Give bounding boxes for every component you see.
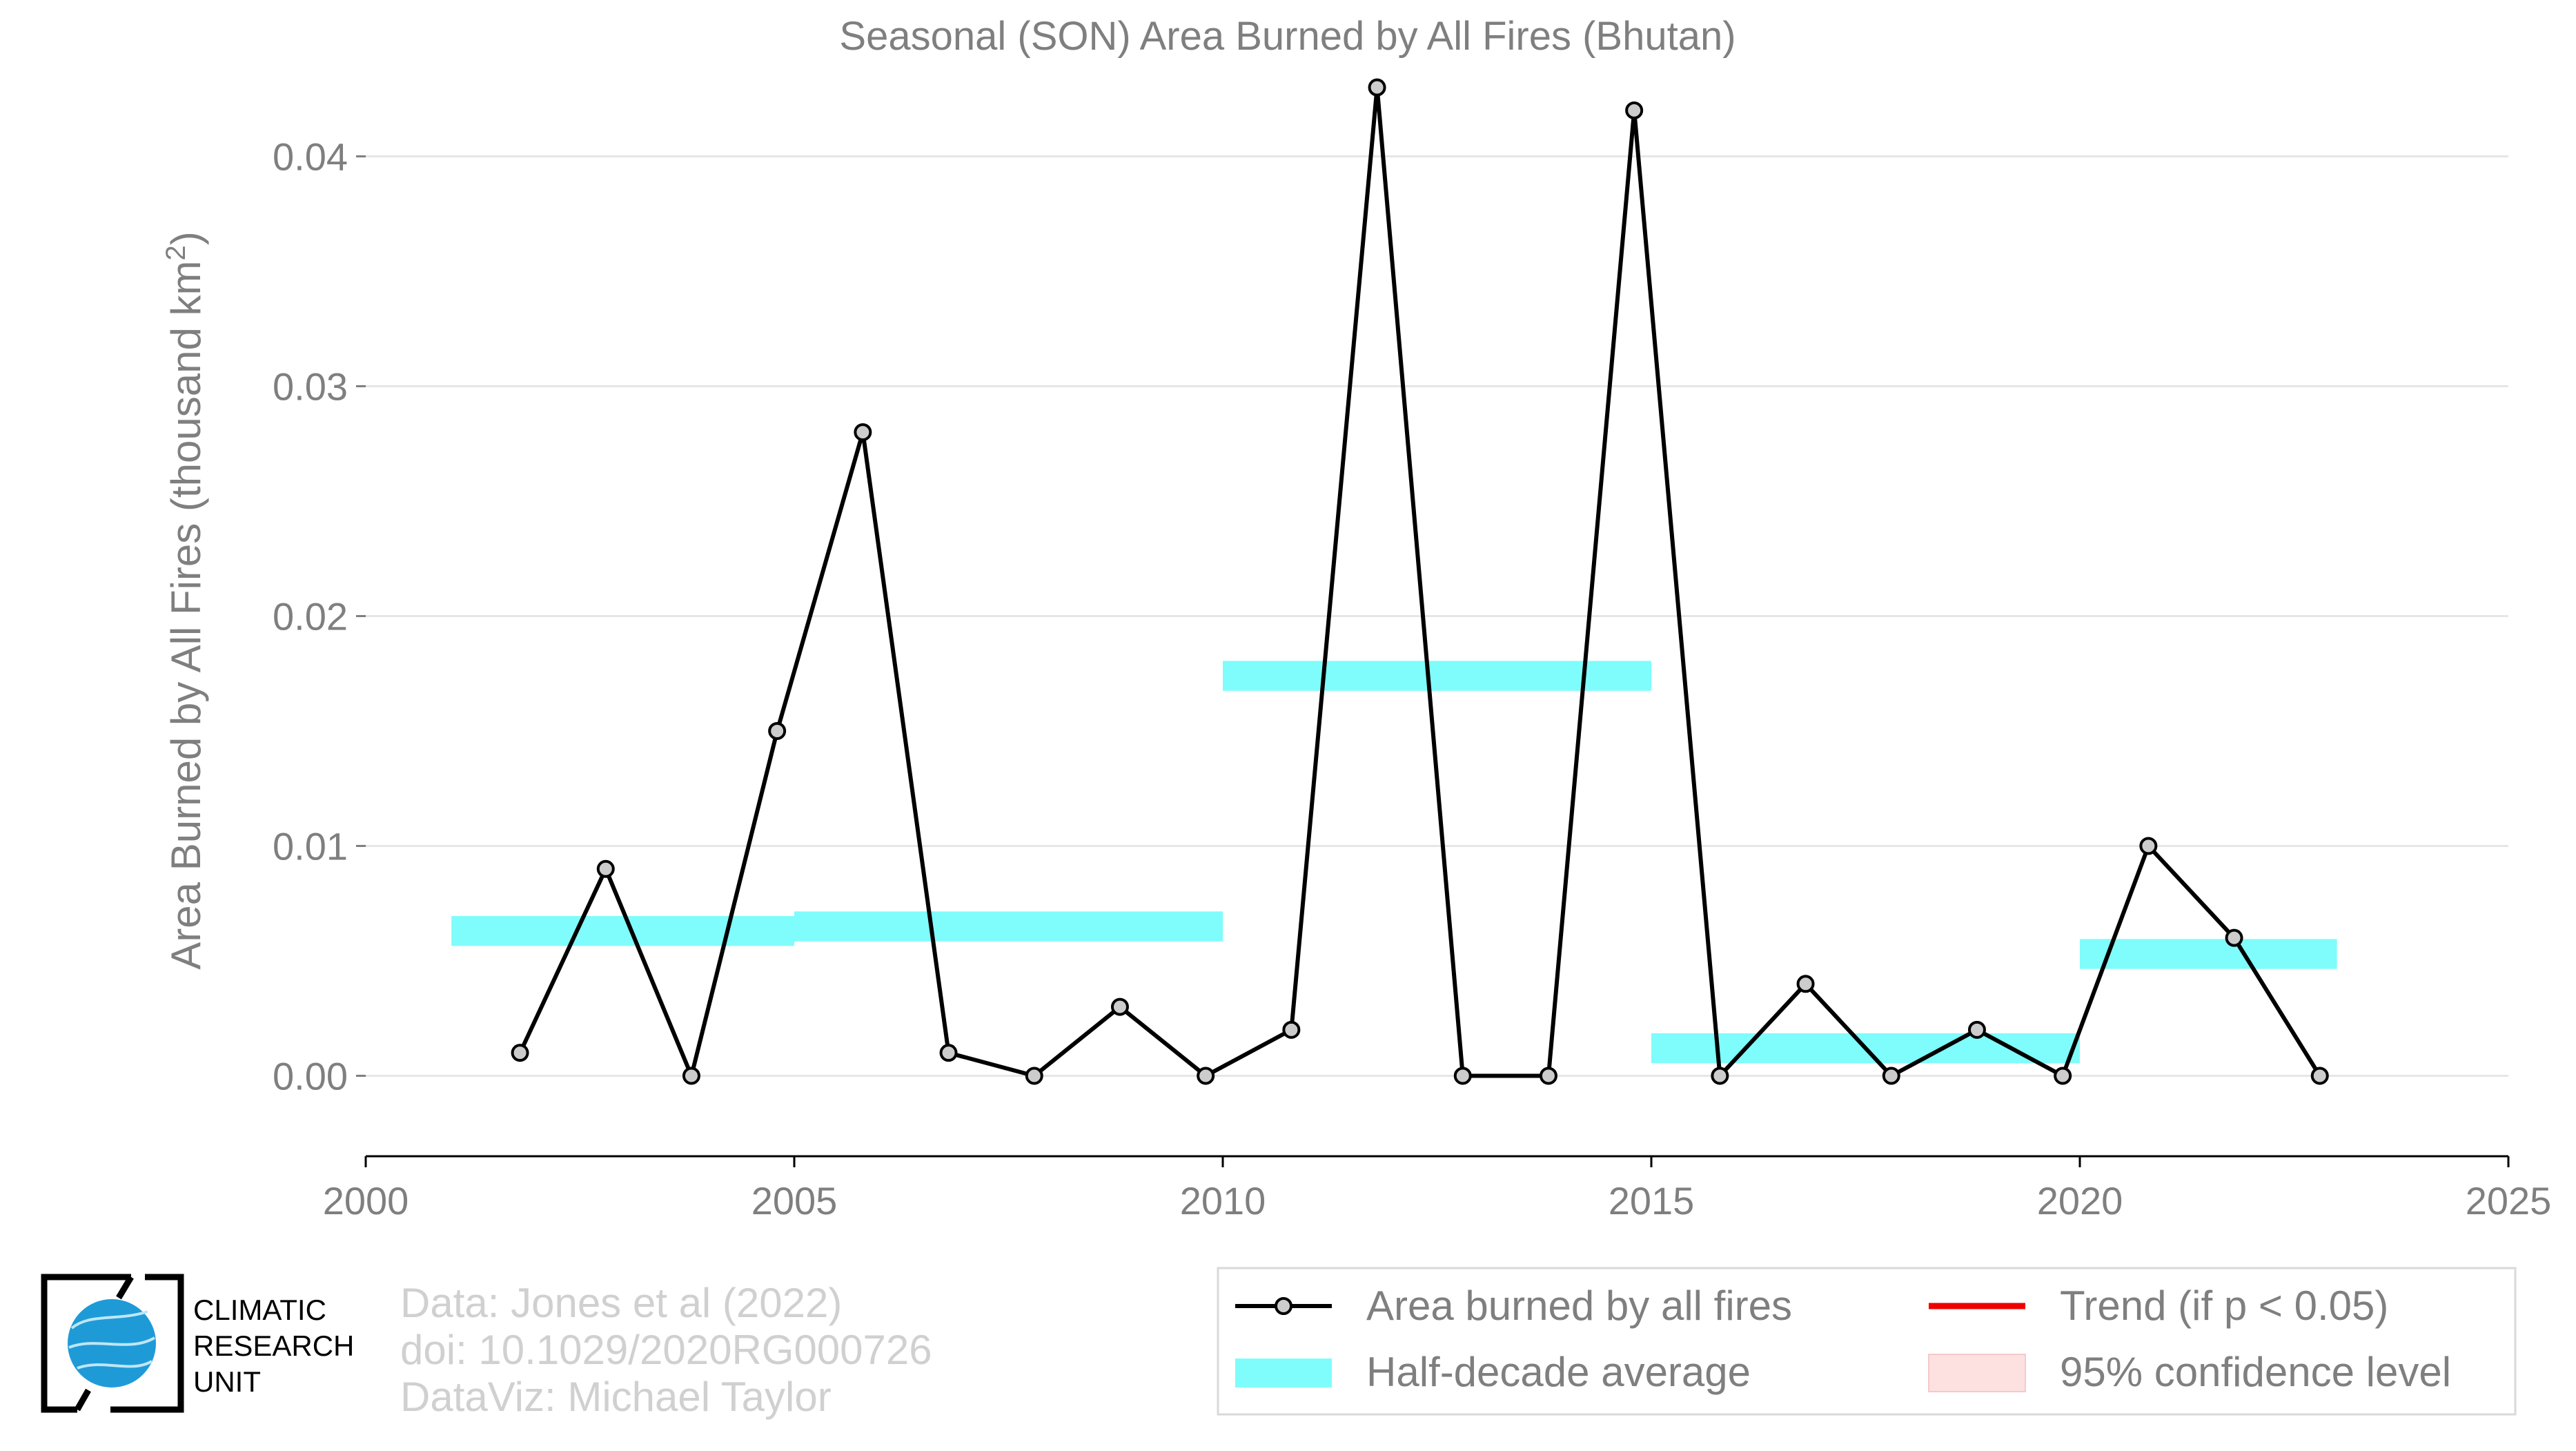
data-point [1453, 1067, 1472, 1085]
credits: Data: Jones et al (2022) doi: 10.1029/20… [400, 1280, 932, 1420]
x-tick-label: 2020 [2037, 1179, 2123, 1223]
y-tick-label: 0.01 [273, 824, 348, 868]
legend-trend-label: Trend (if p < 0.05) [2060, 1283, 2388, 1329]
logo-slash-bottom [75, 1388, 91, 1412]
data-point [1368, 78, 1386, 97]
half-decade-bar [1223, 661, 1651, 691]
credit-dataviz: DataViz: Michael Taylor [400, 1374, 832, 1420]
cru-logo: CLIMATIC RESEARCH UNIT [41, 1274, 354, 1413]
y-axis-label: Area Burned by All Fires (thousand km2) [161, 231, 209, 969]
legend-confidence-label: 95% confidence level [2060, 1349, 2451, 1395]
logo-line-2: RESEARCH [193, 1330, 354, 1362]
x-tick-label: 2025 [2466, 1179, 2552, 1223]
y-tick-label: 0.04 [273, 135, 348, 179]
data-point [939, 1044, 958, 1062]
y-tick-label: 0.03 [273, 365, 348, 409]
data-point [682, 1067, 700, 1085]
logo-bracket-right [110, 1274, 184, 1413]
data-point [1025, 1067, 1043, 1085]
chart-title: Seasonal (SON) Area Burned by All Fires … [839, 14, 1736, 59]
data-point [1110, 997, 1129, 1016]
data-point [2310, 1067, 2329, 1085]
x-tick-label: 2000 [323, 1179, 409, 1223]
x-tick-label: 2015 [1609, 1179, 1695, 1223]
data-point [1711, 1067, 1729, 1085]
y-axis-label-text: Area Burned by All Fires (thousand km [163, 261, 209, 970]
data-point [1882, 1067, 1900, 1085]
legend-half-decade-label: Half-decade average [1366, 1349, 1751, 1395]
y-axis-label-superscript: 2 [161, 245, 191, 260]
globe-swirl [68, 1310, 156, 1370]
half-decade-bars [451, 661, 2337, 1064]
y-tick-label: 0.00 [273, 1054, 348, 1098]
logo-slash-top [116, 1275, 134, 1300]
data-point [2054, 1067, 2072, 1085]
half-decade-bar [451, 916, 794, 946]
y-axis-ticks: 0.00 0.01 0.02 0.03 0.04 [273, 135, 366, 1098]
data-point [1967, 1020, 1986, 1039]
data-point [1796, 975, 1815, 993]
legend-box [1217, 1267, 2517, 1416]
logo-line-1: CLIMATIC [193, 1294, 326, 1326]
logo-line-3: UNIT [193, 1365, 261, 1398]
logo-bracket-left [41, 1274, 131, 1413]
data-point [1625, 101, 1644, 119]
legend-half-decade-swatch [1235, 1359, 1332, 1387]
legend-confidence-swatch [1928, 1354, 2026, 1392]
data-point [768, 721, 787, 740]
y-axis-label-close: ) [163, 231, 209, 245]
data-point [2139, 837, 2158, 855]
credit-data: Data: Jones et al (2022) [400, 1280, 842, 1326]
x-tick-label: 2005 [751, 1179, 838, 1223]
series-line [518, 85, 2322, 1078]
data-point [1197, 1067, 1215, 1085]
credit-doi: doi: 10.1029/2020RG000726 [400, 1327, 932, 1373]
x-tick-label: 2010 [1180, 1179, 1266, 1223]
legend-series-marker [1275, 1297, 1292, 1315]
data-point [1539, 1067, 1557, 1085]
half-decade-bar [794, 911, 1223, 942]
x-axis-ticks: 2000 2005 2010 2015 2020 2025 [323, 1156, 2552, 1223]
y-tick-label: 0.02 [273, 595, 348, 639]
data-point [596, 859, 615, 878]
series-points [511, 78, 2329, 1085]
data-point [854, 423, 872, 442]
data-point [1282, 1020, 1301, 1039]
data-point [511, 1044, 529, 1062]
data-point [2225, 928, 2243, 947]
half-decade-bar [2080, 939, 2337, 969]
legend-series-label: Area burned by all fires [1366, 1283, 1792, 1329]
legend: Area burned by all fires Trend (if p < 0… [1217, 1267, 2517, 1416]
